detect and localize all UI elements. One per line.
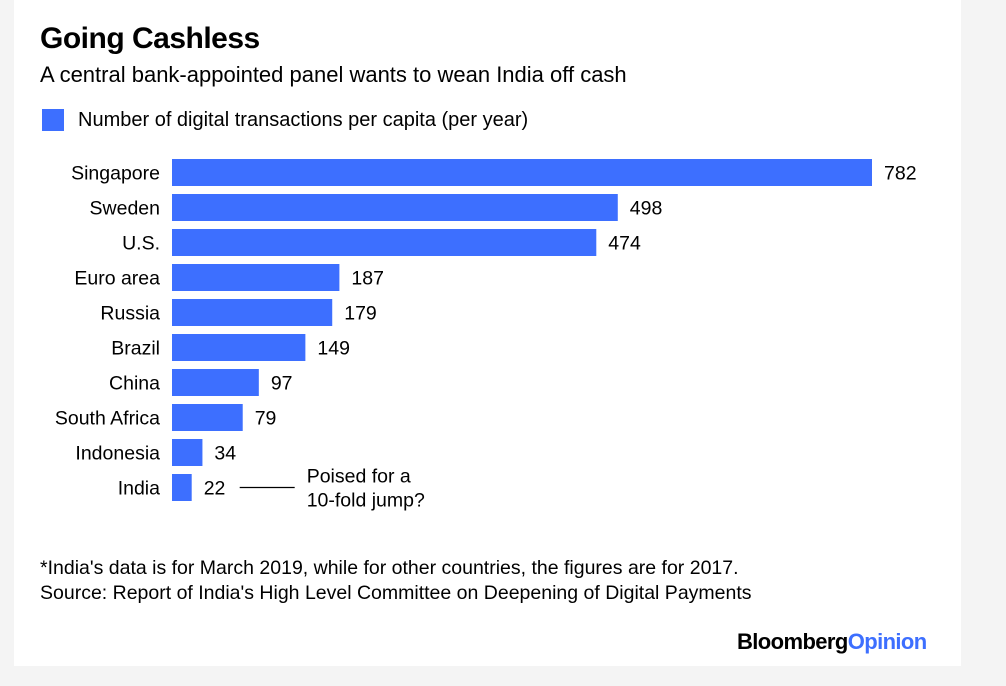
category-label-russia: Russia bbox=[100, 303, 160, 325]
category-label-euro-area: Euro area bbox=[74, 268, 160, 290]
value-label-euro-area: 187 bbox=[351, 268, 384, 290]
value-label-china: 97 bbox=[271, 373, 293, 395]
chart-title: Going Cashless bbox=[40, 22, 260, 55]
category-label-india: India bbox=[118, 478, 160, 500]
bar-russia bbox=[172, 299, 333, 326]
bar-singapore bbox=[172, 159, 872, 186]
brand-opinion: Opinion bbox=[847, 629, 928, 654]
category-label-south-africa: South Africa bbox=[55, 408, 160, 430]
category-label-sweden: Sweden bbox=[90, 198, 160, 220]
category-label-indonesia: Indonesia bbox=[75, 443, 160, 465]
value-label-russia: 179 bbox=[344, 303, 377, 325]
value-label-south-africa: 79 bbox=[255, 408, 277, 430]
chart-subtitle: A central bank-appointed panel wants to … bbox=[40, 62, 627, 87]
legend-label: Number of digital transactions per capit… bbox=[78, 108, 529, 131]
bar-u-s bbox=[172, 229, 597, 256]
legend-swatch bbox=[42, 109, 64, 131]
category-label-brazil: Brazil bbox=[111, 338, 160, 360]
brand-bloomberg: Bloomberg bbox=[737, 629, 848, 654]
bar-china bbox=[172, 369, 259, 396]
value-label-indonesia: 34 bbox=[214, 443, 236, 465]
footer: *India's data is for March 2019, while f… bbox=[40, 556, 760, 605]
chart-card bbox=[14, 0, 961, 666]
annotation-layer: Poised for a10-fold jump? bbox=[239, 466, 425, 512]
value-label-brazil: 149 bbox=[317, 338, 350, 360]
bar-india bbox=[172, 474, 192, 501]
value-label-singapore: 782 bbox=[884, 163, 917, 185]
bloomberg-opinion-logo: BloombergOpinion bbox=[737, 629, 927, 655]
bar-south-africa bbox=[172, 404, 243, 431]
footnote: *India's data is for March 2019, while f… bbox=[40, 557, 739, 579]
bars-layer: Singapore 782 Sweden 498 U.S. 474 Euro area 187… bbox=[55, 159, 917, 501]
annotation-text-line: Poised for a bbox=[307, 466, 411, 488]
bar-indonesia bbox=[172, 439, 203, 466]
value-label-india: 22 bbox=[204, 478, 226, 500]
value-label-u-s: 474 bbox=[608, 233, 641, 255]
bar-sweden bbox=[172, 194, 618, 221]
category-label-u-s: U.S. bbox=[122, 233, 160, 255]
annotation-text-line: 10-fold jump? bbox=[307, 490, 425, 512]
bar-brazil bbox=[172, 334, 306, 361]
legend: Number of digital transactions per capit… bbox=[42, 106, 528, 134]
value-label-sweden: 498 bbox=[630, 198, 663, 220]
bar-euro-area bbox=[172, 264, 340, 291]
category-label-china: China bbox=[109, 373, 160, 395]
source-note: Source: Report of India's High Level Com… bbox=[40, 581, 752, 604]
category-label-singapore: Singapore bbox=[71, 163, 160, 185]
